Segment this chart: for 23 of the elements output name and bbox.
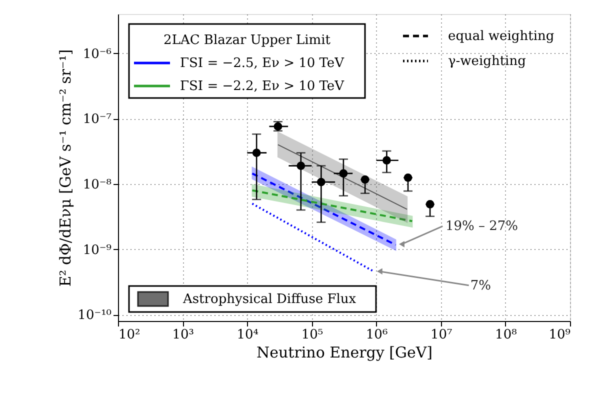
legend-label: ΓSI = −2.2, Eν > 10 TeV xyxy=(180,79,345,94)
x-tick-label: 10⁹ xyxy=(548,328,570,342)
y-tick-label: 10⁻⁹ xyxy=(82,242,112,258)
y-tick-label: 10⁻⁶ xyxy=(82,46,112,62)
x-tick-label: 10² xyxy=(118,328,140,342)
x-tick-label: 10⁵ xyxy=(301,328,324,342)
annotation: 19% – 27% xyxy=(445,219,518,234)
annotation: 7% xyxy=(470,278,491,294)
y-tick-label: 10⁻¹⁰ xyxy=(78,308,112,324)
y-tick-label: 10⁻⁸ xyxy=(82,178,112,192)
x-axis-title: Neutrino Energy [GeV] xyxy=(256,344,433,362)
x-tick-label: 10⁷ xyxy=(430,328,452,342)
annotation: γ-weighting xyxy=(448,54,526,69)
legend-label: ΓSI = −2.5, Eν > 10 TeV xyxy=(180,56,345,71)
y-axis-title: E² dΦ/dEνμ [GeV s⁻¹ cm⁻² sr⁻¹] xyxy=(56,49,75,287)
y-tick-label: 10⁻⁷ xyxy=(82,112,112,128)
x-tick-label: 10⁸ xyxy=(495,328,517,342)
legend-title: 2LAC Blazar Upper Limit xyxy=(164,33,332,48)
annotation: equal weighting xyxy=(448,29,554,44)
x-tick-label: 10⁶ xyxy=(366,328,388,342)
legend-label: Astrophysical Diffuse Flux xyxy=(182,292,357,307)
x-tick-label: 10³ xyxy=(172,328,194,342)
x-tick-label: 10⁴ xyxy=(236,328,259,342)
